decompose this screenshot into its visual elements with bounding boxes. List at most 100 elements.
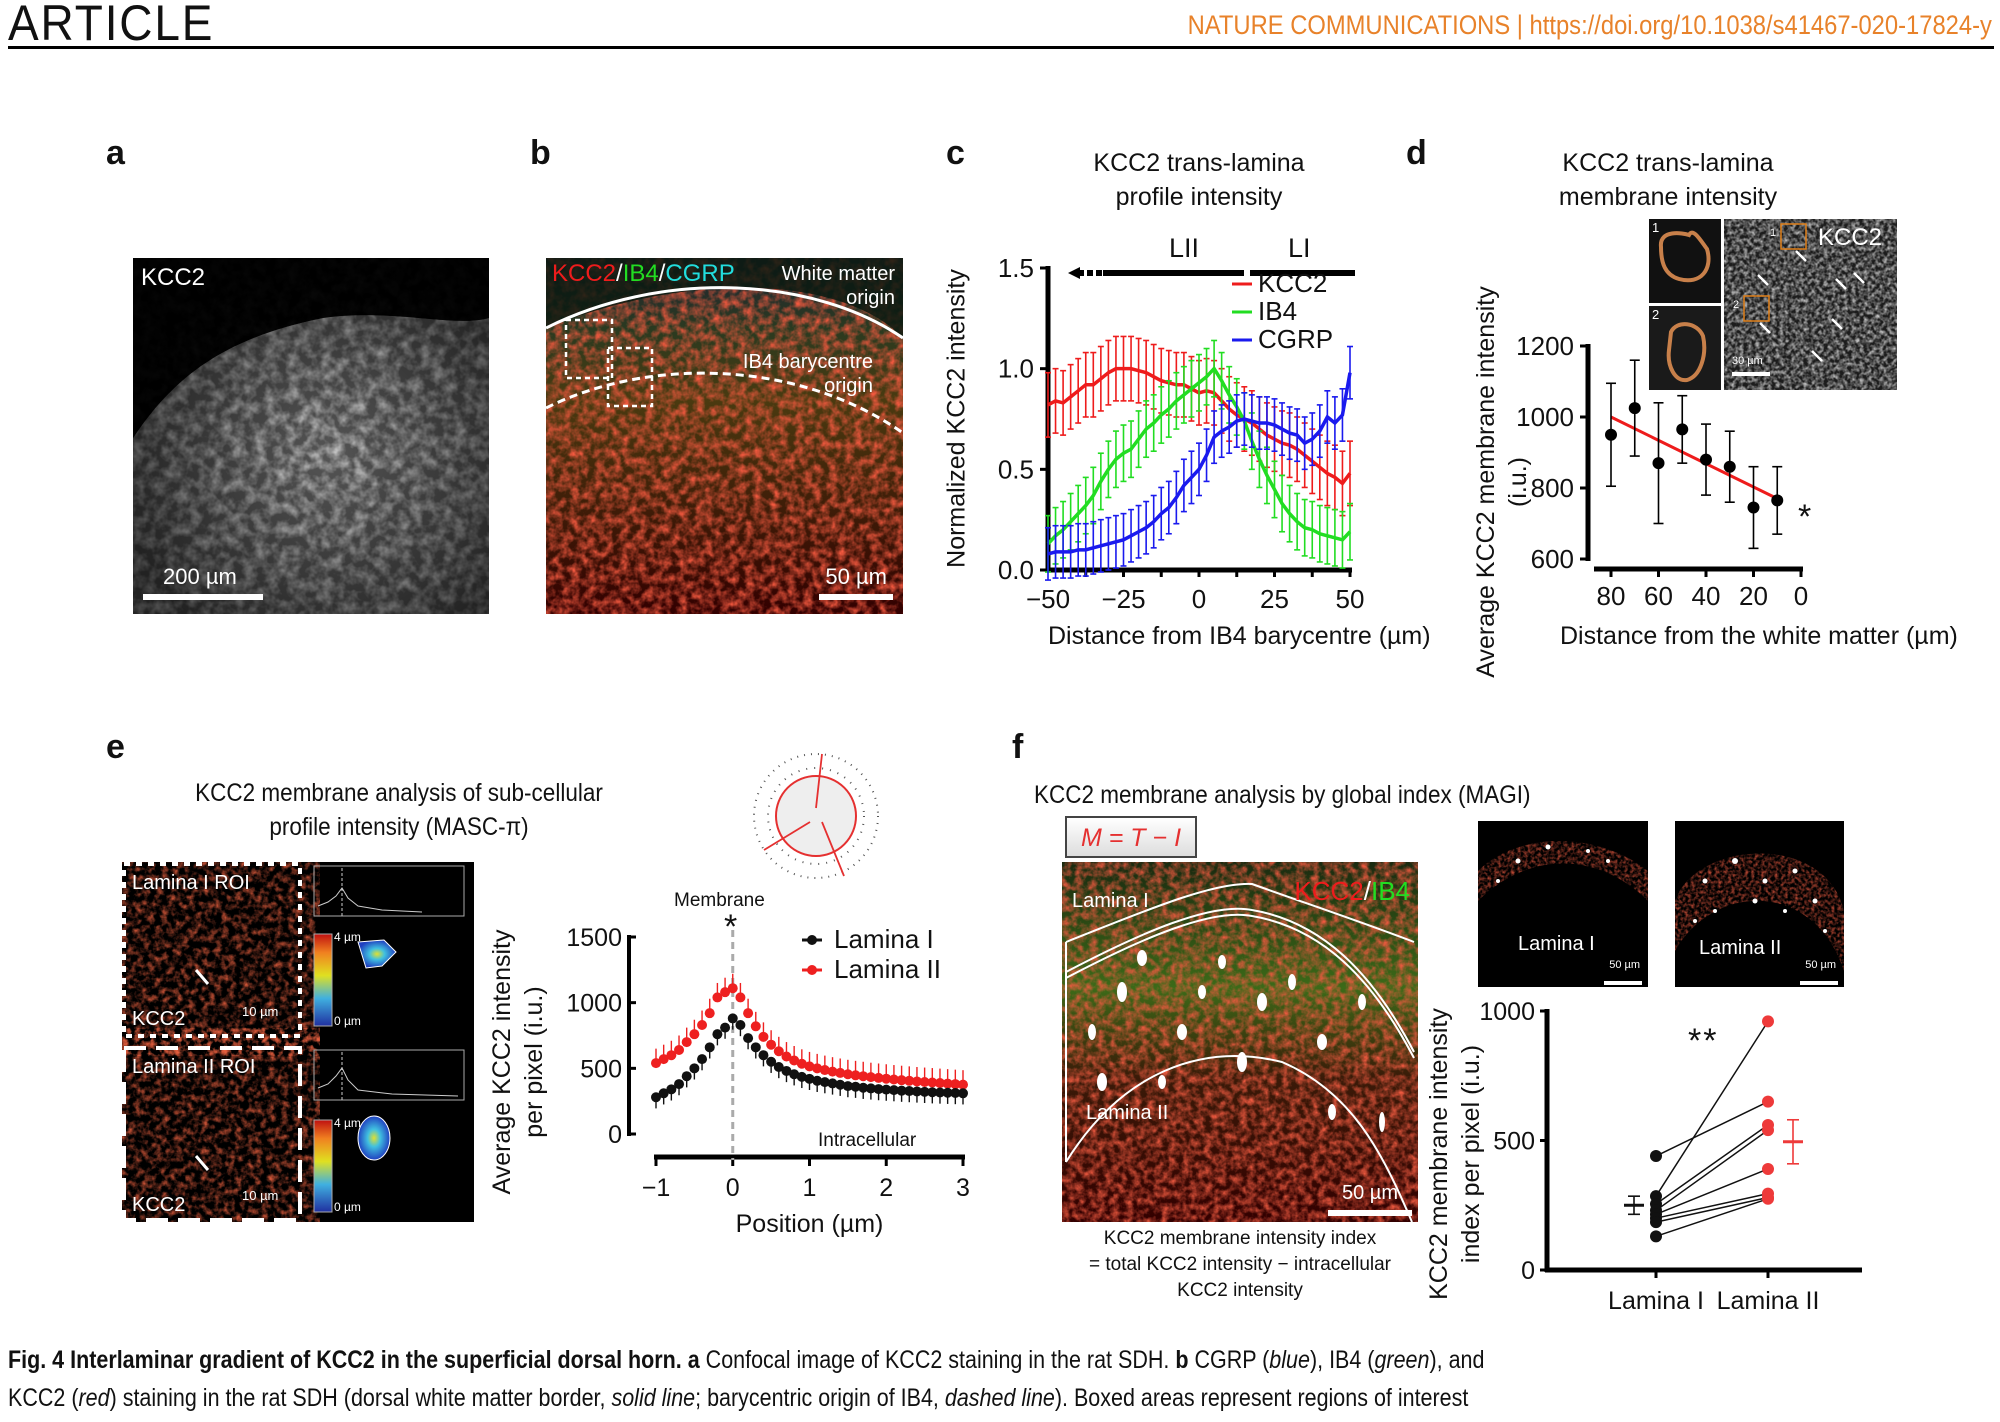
wm-line1: White matter (781, 263, 895, 285)
caption-italic: green (1374, 1346, 1430, 1374)
data-point (658, 1088, 669, 1099)
data-point (812, 1063, 823, 1074)
data-point (704, 1008, 715, 1019)
kcc2-membrane-image: 1 2 KCC2 30 µm (1724, 219, 1897, 390)
y-tick-label: 1.5 (998, 253, 1034, 283)
pair-line (1655, 1129, 1769, 1212)
magi-formula: M = T − I (1065, 816, 1197, 858)
data-point (651, 1058, 661, 1069)
y-tick-label: 0.5 (998, 454, 1034, 484)
data-point (766, 1056, 777, 1067)
data-point (674, 1044, 685, 1055)
chart-e-title: KCC2 membrane analysis of sub-cellular pr… (152, 776, 647, 844)
data-point (950, 1088, 961, 1099)
data-point (888, 1085, 899, 1096)
y-tick-label: 800 (1531, 473, 1574, 503)
inset-roi-2: 2 (1649, 306, 1721, 390)
data-point (873, 1072, 884, 1083)
data-point (865, 1083, 876, 1094)
inset-stain-label: KCC2 (1818, 224, 1883, 251)
scale-label: 50 µm (1609, 959, 1640, 971)
x-tick-label: 50 (1336, 584, 1365, 614)
y-tick-label: 1000 (1479, 998, 1535, 1026)
scale-label: 10 µm (242, 1188, 279, 1203)
caption-text: ), IB4 ( (1309, 1346, 1375, 1374)
regression-line (1610, 415, 1778, 500)
stain-legend: KCC2/IB4 (1294, 876, 1410, 907)
roi-number: 1 (1770, 227, 1777, 239)
caption-bold: Fig. 4 Interlaminar gradient of KCC2 in … (8, 1346, 700, 1374)
pair-line (1655, 1198, 1769, 1238)
data-point (827, 1078, 838, 1089)
data-point (911, 1086, 922, 1097)
membrane-schematic-icon (752, 752, 880, 880)
lamina-i-point (1650, 1216, 1662, 1229)
lamina-ii-point (1762, 1162, 1774, 1175)
scale-label: 50 µm (1805, 959, 1836, 971)
y-tick-label: 0.0 (998, 555, 1034, 585)
data-point (881, 1073, 892, 1084)
x-tick-label: 2 (879, 1174, 893, 1202)
title-line1: KCC2 trans-lamina (1093, 149, 1305, 177)
title-line2: profile intensity (1115, 183, 1283, 211)
pair-line (1655, 1100, 1769, 1157)
caption-text: ). Boxed areas represent regions of inte… (1054, 1384, 1469, 1412)
data-point (735, 992, 746, 1003)
data-point (850, 1070, 861, 1081)
journal-doi-link[interactable]: NATURE COMMUNICATIONS | https://doi.org/… (1187, 10, 1992, 40)
data-point (934, 1078, 945, 1089)
data-point (735, 1019, 746, 1030)
scale-bar (819, 594, 893, 600)
ib4-barycentre-label: IB4 barycentre origin (743, 350, 873, 398)
data-point (858, 1071, 869, 1082)
membrane-label: Membrane (674, 890, 765, 911)
data-point (773, 1046, 784, 1057)
x-tick-label: 40 (1692, 581, 1721, 611)
data-point (1747, 501, 1760, 514)
lamina-ii-band-label: LII (1169, 233, 1200, 263)
stain-ib4: IB4 (1370, 876, 1410, 906)
y-tick-label: 1200 (1516, 331, 1574, 361)
stain-cgrp: CGRP (665, 260, 735, 287)
scale-label: 50 µm (825, 564, 887, 589)
data-point (942, 1087, 953, 1098)
data-point (720, 1022, 731, 1033)
panel-label-a: a (106, 134, 125, 172)
colorbar-max: 4 µm (334, 930, 361, 944)
data-point (942, 1078, 953, 1089)
panel-label-b: b (530, 134, 551, 172)
caption-bold: b (1175, 1346, 1189, 1374)
data-point (689, 1063, 700, 1074)
data-point (1605, 428, 1617, 441)
legend-label: KCC2 (1258, 268, 1327, 298)
x-tick-label: 3 (956, 1174, 970, 1202)
caption-italic: blue (1269, 1346, 1310, 1374)
data-point (666, 1084, 677, 1095)
data-point (758, 1031, 769, 1042)
scale-label: 30 µm (1732, 355, 1763, 367)
data-point (927, 1087, 938, 1098)
caption-line1: KCC2 membrane intensity index (1103, 1228, 1377, 1249)
data-point (888, 1074, 899, 1085)
x-tick-label: Lamina I (1608, 1287, 1704, 1315)
data-point (689, 1029, 700, 1040)
data-point (927, 1077, 938, 1088)
data-point (950, 1079, 961, 1090)
slash: / (616, 260, 623, 287)
data-point (934, 1087, 945, 1098)
x-tick-label: 0 (1794, 581, 1808, 611)
data-point (651, 1092, 661, 1103)
x-tick-label: 1 (803, 1174, 817, 1202)
data-point (750, 1042, 761, 1053)
data-point (789, 1069, 800, 1080)
scale-label: 10 µm (242, 1004, 279, 1019)
panel-label-d: d (1406, 134, 1427, 172)
data-point (958, 1079, 968, 1090)
data-point (727, 1013, 738, 1024)
data-point (712, 992, 723, 1003)
scale-bar (1328, 1210, 1412, 1216)
roi-images: Lamina I ROI Lamina II ROI KCC2 KCC2 10 … (122, 862, 474, 1222)
data-point (1723, 460, 1736, 473)
chart-e-xlabel: Position (µm) (735, 1210, 884, 1238)
x-tick-label: 0 (726, 1174, 740, 1202)
